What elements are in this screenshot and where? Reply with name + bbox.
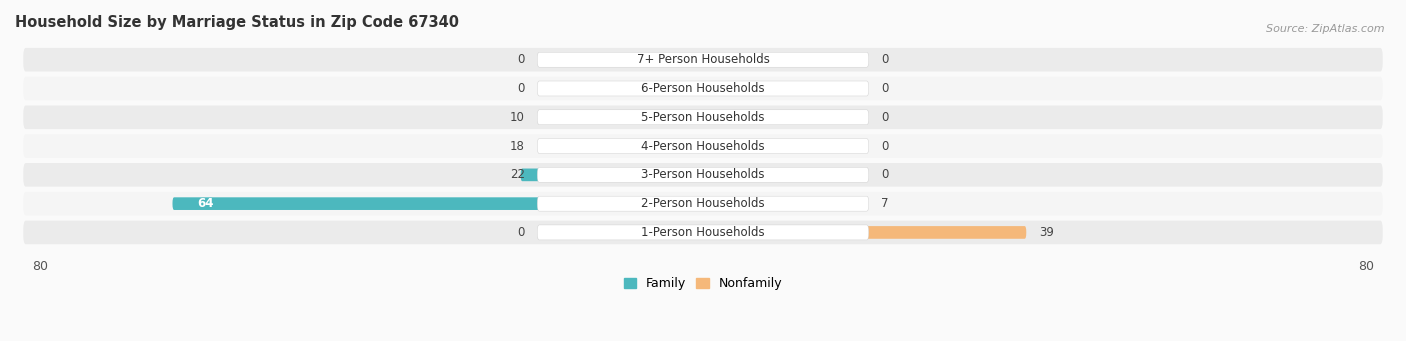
FancyBboxPatch shape bbox=[537, 81, 869, 96]
Legend: Family, Nonfamily: Family, Nonfamily bbox=[619, 272, 787, 295]
FancyBboxPatch shape bbox=[24, 77, 1382, 100]
Text: 2-Person Households: 2-Person Households bbox=[641, 197, 765, 210]
FancyBboxPatch shape bbox=[24, 221, 1382, 244]
FancyBboxPatch shape bbox=[24, 163, 1382, 187]
Text: Household Size by Marriage Status in Zip Code 67340: Household Size by Marriage Status in Zip… bbox=[15, 15, 458, 30]
FancyBboxPatch shape bbox=[24, 105, 1382, 129]
Text: 0: 0 bbox=[517, 226, 524, 239]
FancyBboxPatch shape bbox=[537, 167, 869, 182]
Text: 39: 39 bbox=[1039, 226, 1053, 239]
FancyBboxPatch shape bbox=[173, 197, 703, 210]
FancyBboxPatch shape bbox=[620, 111, 703, 124]
Text: 0: 0 bbox=[882, 168, 889, 181]
FancyBboxPatch shape bbox=[537, 52, 869, 67]
Text: 0: 0 bbox=[882, 82, 889, 95]
Text: 0: 0 bbox=[882, 139, 889, 152]
FancyBboxPatch shape bbox=[520, 168, 703, 181]
FancyBboxPatch shape bbox=[24, 192, 1382, 216]
FancyBboxPatch shape bbox=[554, 140, 703, 152]
Text: 5-Person Households: 5-Person Households bbox=[641, 111, 765, 124]
Text: 0: 0 bbox=[882, 53, 889, 66]
FancyBboxPatch shape bbox=[537, 196, 869, 211]
Text: 64: 64 bbox=[197, 197, 214, 210]
Text: 4-Person Households: 4-Person Households bbox=[641, 139, 765, 152]
FancyBboxPatch shape bbox=[703, 197, 761, 210]
Text: 3-Person Households: 3-Person Households bbox=[641, 168, 765, 181]
FancyBboxPatch shape bbox=[24, 48, 1382, 72]
Text: 0: 0 bbox=[517, 82, 524, 95]
Text: 0: 0 bbox=[517, 53, 524, 66]
Text: 7: 7 bbox=[882, 197, 889, 210]
FancyBboxPatch shape bbox=[537, 110, 869, 125]
Text: 7+ Person Households: 7+ Person Households bbox=[637, 53, 769, 66]
Text: 0: 0 bbox=[882, 111, 889, 124]
FancyBboxPatch shape bbox=[537, 225, 869, 240]
FancyBboxPatch shape bbox=[537, 138, 869, 153]
Text: 1-Person Households: 1-Person Households bbox=[641, 226, 765, 239]
Text: 22: 22 bbox=[510, 168, 524, 181]
Text: 10: 10 bbox=[510, 111, 524, 124]
Text: 6-Person Households: 6-Person Households bbox=[641, 82, 765, 95]
FancyBboxPatch shape bbox=[24, 134, 1382, 158]
FancyBboxPatch shape bbox=[703, 226, 1026, 239]
Text: 18: 18 bbox=[510, 139, 524, 152]
Text: Source: ZipAtlas.com: Source: ZipAtlas.com bbox=[1267, 24, 1385, 34]
